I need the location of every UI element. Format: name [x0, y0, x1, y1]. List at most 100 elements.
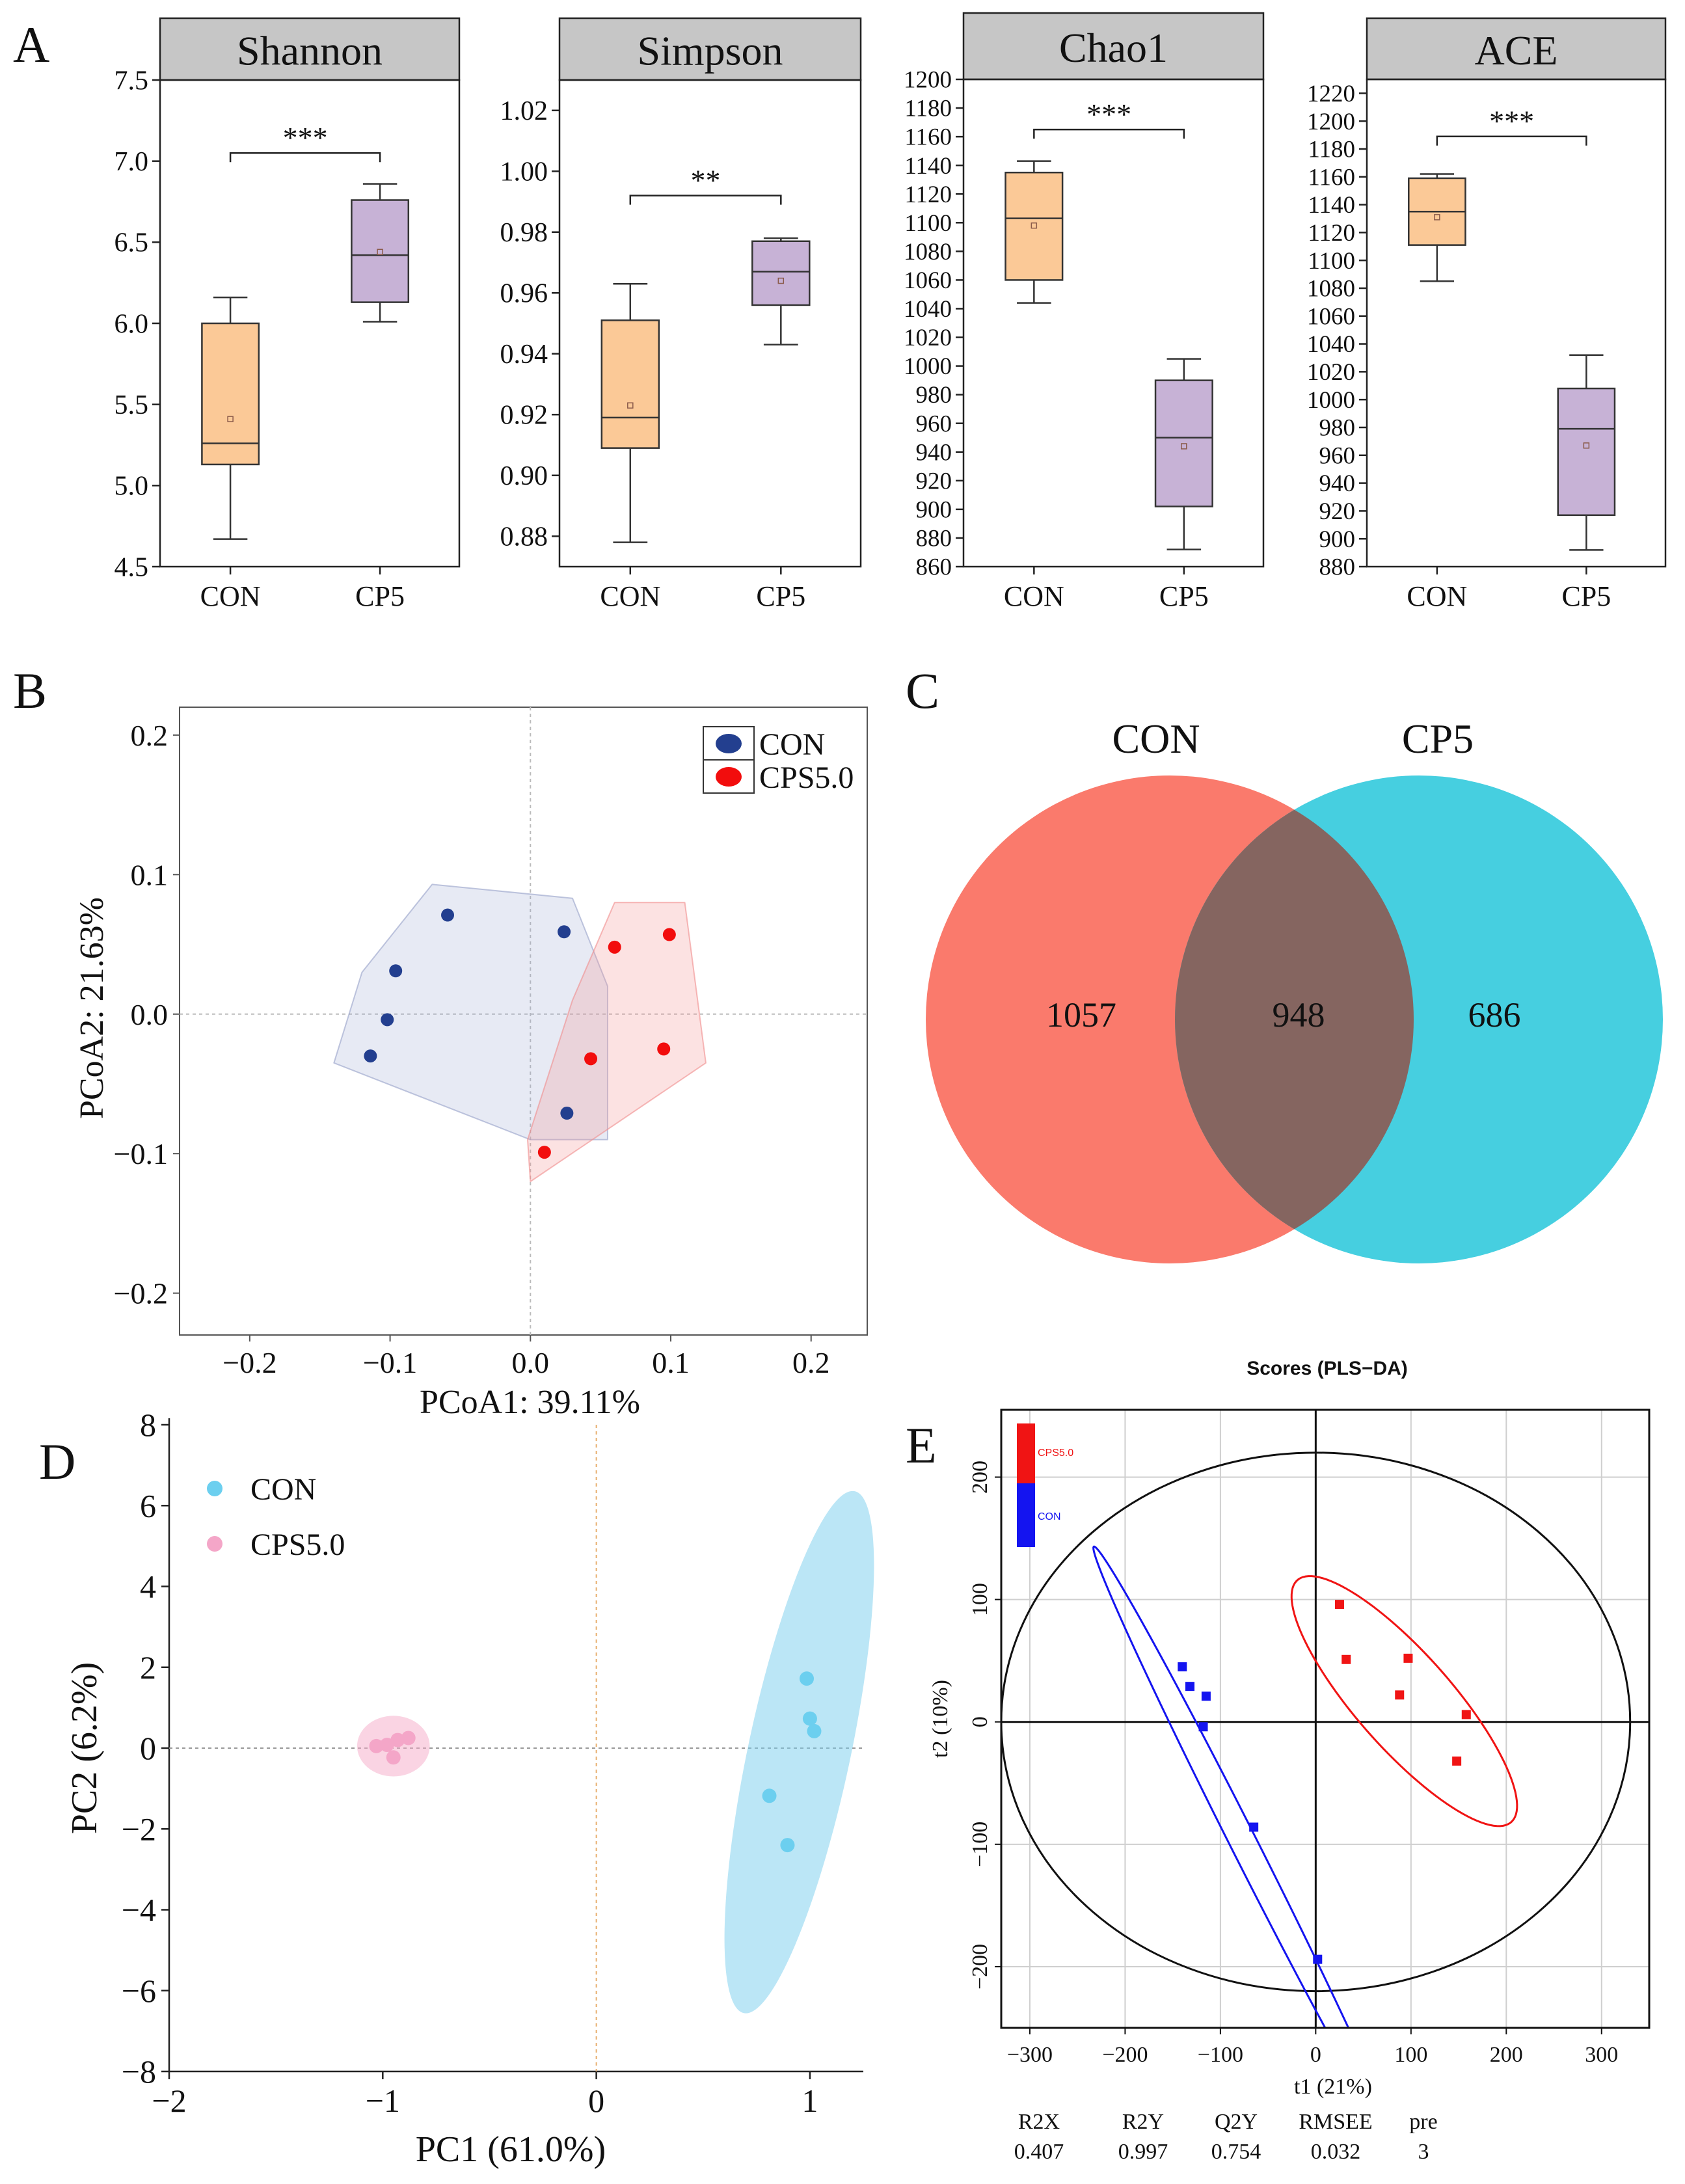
panel-label-b: B [13, 662, 47, 719]
stat-header: R2Y [1122, 2110, 1164, 2134]
y-tick-label: 1060 [904, 267, 952, 294]
significance-label: *** [1086, 98, 1131, 131]
plot-frame [558, 79, 862, 568]
y-tick-label: 1120 [1308, 220, 1355, 247]
x-tick-label: CP5 [355, 580, 405, 612]
y-tick-label: 2 [140, 1649, 156, 1686]
plot-frame [1000, 1409, 1651, 2029]
y-tick-label: 7.0 [115, 147, 149, 177]
point-cps50 [662, 928, 676, 941]
chart-title: Simpson [637, 28, 783, 74]
y-tick-label: 900 [1319, 526, 1356, 553]
point-con [1178, 1662, 1187, 1672]
significance-label: *** [1489, 105, 1534, 138]
significance-bracket [229, 152, 381, 163]
y-tick-label: −8 [122, 2053, 156, 2090]
y-tick-label: 980 [1319, 415, 1356, 442]
y-axis-label: PCoA2: 21.63% [74, 897, 111, 1119]
y-tick-label: 0.92 [500, 401, 548, 431]
panel-label-a: A [13, 16, 49, 73]
mean-marker [627, 402, 634, 409]
chart-title: Shannon [237, 28, 383, 74]
legend: CON CPS5.0 [207, 1472, 345, 1562]
y-tick-label: 1000 [1307, 387, 1355, 414]
legend-swatch-con [1017, 1483, 1035, 1547]
x-tick-label: −2 [152, 2083, 186, 2119]
point-cps50 [1452, 1756, 1462, 1766]
y-tick-label: 1220 [1307, 81, 1355, 107]
y-tick-label: 0.2 [131, 719, 168, 752]
y-tick-label: −6 [122, 1973, 156, 2009]
y-tick-label: 4.5 [115, 552, 149, 582]
box-cp5 [351, 183, 410, 323]
y-tick-label: 0.94 [500, 340, 548, 370]
plot-frame [1366, 78, 1667, 568]
y-tick-label: 0.1 [131, 858, 168, 891]
y-tick-label: 8 [140, 1407, 156, 1443]
y-tick-label: 1020 [1307, 359, 1355, 386]
x-tick-label: −200 [1102, 2043, 1148, 2067]
legend-label: CPS5.0 [759, 761, 854, 795]
point-con [1201, 1692, 1211, 1701]
y-tick-label: 1060 [1307, 303, 1355, 330]
x-tick-label: −300 [1007, 2043, 1053, 2067]
iqr-box [1557, 387, 1616, 517]
legend-swatch-cps50 [1017, 1423, 1035, 1483]
mean-marker [1583, 442, 1590, 449]
box-cp5 [1154, 358, 1213, 550]
y-tick-label: 1160 [1308, 164, 1355, 191]
point-con [381, 1013, 394, 1027]
y-tick-label: 860 [916, 554, 952, 581]
panel-d-pca: −2 −1 0 1 −8 −6 −4 −2 0 2 4 6 8 PC1 (61.0%) PC2 (6.2%)… [64, 1407, 874, 2170]
x-tick-label: CP5 [1159, 580, 1209, 612]
point-cps50 [1395, 1690, 1405, 1700]
y-tick-label: 980 [916, 382, 952, 409]
y-axis-label: PC2 (6.2%) [64, 1662, 105, 1834]
point-cps50 [379, 1738, 394, 1753]
point-cps50 [657, 1042, 671, 1056]
point-con [807, 1723, 822, 1738]
stat-value: 0.407 [1014, 2140, 1064, 2164]
point-con [780, 1838, 795, 1853]
y-tick-label: 0 [140, 1730, 156, 1766]
hotelling-t2-ellipse [1001, 1451, 1632, 1992]
x-tick-label: CON [600, 580, 660, 612]
panel-e-plsda: Scores (PLS−DA) −300 −200 −100 0 100 200 300 −20… [928, 1358, 1651, 2164]
y-tick-label: 5.5 [115, 390, 149, 420]
panel-b-pcoa: −0.2 −0.1 0.0 0.1 0.2 −0.2 −0.1 0.0 0.1 0.2 PCoA1:… [74, 707, 868, 1421]
point-cps50 [537, 1146, 551, 1159]
legend-marker [716, 734, 742, 753]
y-tick-label: 920 [1319, 498, 1356, 525]
point-cps50 [1334, 1600, 1344, 1610]
x-tick-label: CP5 [756, 580, 805, 612]
y-tick-label: 1040 [1307, 331, 1355, 358]
point-con [441, 908, 455, 922]
mean-marker [1181, 443, 1187, 450]
y-tick-label: 0 [968, 1716, 992, 1727]
x-tick-label: 300 [1585, 2043, 1618, 2067]
x-tick-label: 0.2 [792, 1346, 830, 1379]
venn-overlap [1175, 809, 1414, 1230]
y-tick-label: 940 [1319, 470, 1356, 497]
iqr-box [751, 240, 811, 306]
legend: CPS5.0 CON [1017, 1423, 1073, 1547]
plot-frame [962, 78, 1265, 568]
stat-header: Q2Y [1215, 2110, 1258, 2134]
y-tick-label: −100 [968, 1822, 992, 1867]
y-tick-label: 1160 [904, 124, 952, 151]
significance-bracket [1033, 128, 1185, 139]
y-tick-label: 1040 [904, 296, 952, 323]
x-tick-label: 0.0 [512, 1346, 550, 1379]
y-tick-label: 0.88 [500, 522, 548, 552]
plot-area [1001, 1410, 1649, 2028]
point-cps50 [386, 1750, 401, 1765]
box-con [1408, 173, 1466, 282]
x-axis-label: t1 (21%) [1294, 2075, 1372, 2099]
point-cps50 [401, 1731, 416, 1746]
y-tick-label: 0.98 [500, 218, 548, 248]
point-con [389, 964, 403, 978]
point-con [560, 1107, 574, 1120]
y-tick-label: 5.0 [115, 472, 149, 502]
y-tick-label: 1200 [1307, 109, 1355, 135]
legend-label: CON [1038, 1511, 1061, 1522]
